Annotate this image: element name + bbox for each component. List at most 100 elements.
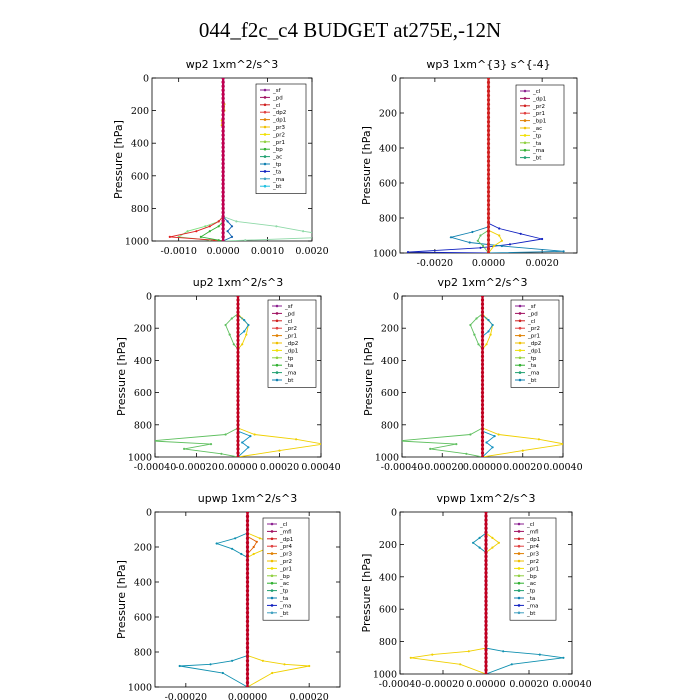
data-point	[486, 102, 491, 106]
y-tick-label: 800	[379, 637, 397, 648]
data-point	[209, 663, 212, 666]
legend-box	[509, 517, 557, 621]
data-point	[245, 641, 250, 645]
data-point	[482, 244, 485, 248]
data-point	[480, 326, 485, 330]
data-point	[236, 334, 240, 338]
data-point	[295, 438, 298, 441]
legend-marker	[523, 111, 527, 115]
legend-box	[262, 517, 310, 621]
data-point	[236, 374, 240, 379]
data-point	[486, 190, 491, 194]
data-point	[479, 234, 482, 237]
data-point	[478, 536, 481, 540]
data-point	[486, 137, 491, 141]
data-point	[476, 239, 479, 242]
data-point	[484, 635, 488, 640]
x-tick-label: 0.00000	[466, 679, 505, 690]
legend-label: _ma	[272, 177, 284, 183]
series-line-pr3	[247, 536, 258, 555]
data-point	[484, 611, 488, 615]
data-point	[236, 411, 240, 415]
data-point	[221, 227, 225, 231]
data-point	[208, 225, 211, 228]
data-point	[484, 526, 488, 530]
data-point	[480, 431, 485, 435]
legend-marker	[270, 530, 274, 533]
data-point	[245, 637, 250, 641]
data-point	[486, 172, 491, 176]
data-point	[480, 298, 485, 302]
data-point	[338, 236, 340, 238]
data-point	[236, 427, 240, 431]
x-tick-label: 0.00040	[543, 462, 582, 473]
data-point	[486, 207, 491, 211]
y-tick-label: 1000	[128, 453, 152, 464]
data-point	[480, 383, 485, 387]
y-tick-label: 400	[381, 356, 399, 367]
data-point	[477, 343, 480, 346]
legend-marker	[517, 596, 521, 600]
legend-box	[255, 83, 307, 194]
data-point	[247, 323, 250, 327]
data-point	[480, 443, 485, 447]
chart-panel-3: up2 1xm^2/s^3 Pressure [hPa] 0 200 400 600 800…	[115, 276, 341, 473]
data-point	[208, 230, 211, 233]
data-point	[486, 194, 491, 198]
data-point	[236, 358, 240, 362]
data-point	[236, 399, 240, 403]
data-point	[455, 443, 458, 446]
data-point	[484, 631, 488, 636]
legend-marker	[263, 110, 267, 114]
legend-label: _sf	[272, 88, 282, 94]
legend-label: _dp1	[526, 537, 540, 543]
panel-title: up2 1xm^2/s^3	[193, 276, 284, 289]
legend-marker	[270, 544, 274, 548]
data-point	[484, 644, 488, 648]
data-point	[406, 251, 410, 253]
series-line-pr2	[402, 313, 483, 457]
y-tick-label: 600	[131, 171, 149, 182]
y-tick-label: 800	[134, 648, 152, 659]
legend-label: _cl	[527, 319, 536, 325]
data-point	[209, 443, 213, 446]
data-point	[486, 128, 491, 133]
data-point	[236, 330, 240, 334]
data-point	[245, 602, 250, 606]
data-point	[245, 632, 250, 637]
x-tick-label: -0.0010	[160, 246, 196, 257]
chart-panel-1: wp2 1xm^2/s^3 Pressure [hPa] 0 200 400 600 800…	[112, 58, 340, 257]
legend-marker	[275, 319, 279, 323]
data-point	[217, 239, 220, 241]
legend-marker	[263, 170, 267, 173]
data-point	[459, 663, 462, 666]
data-point	[469, 433, 472, 436]
data-point	[221, 198, 225, 202]
data-point	[221, 157, 225, 162]
data-point	[510, 663, 513, 666]
legend-label: _ta	[279, 596, 288, 602]
data-point	[221, 153, 225, 157]
data-point	[245, 667, 250, 672]
data-point	[480, 415, 485, 419]
data-point	[491, 323, 494, 327]
data-point	[486, 220, 491, 224]
legend-marker	[517, 604, 521, 607]
data-point	[220, 452, 223, 455]
legend-marker	[270, 559, 274, 563]
chart-panel-4: vp2 1xm^2/s^3 Pressure [hPa] 0 200 400 600 800…	[362, 276, 583, 473]
series-line-pr1	[488, 229, 503, 253]
legend-label: _pr1	[532, 111, 545, 117]
data-point	[236, 322, 240, 326]
data-point	[486, 242, 491, 246]
data-point	[486, 133, 491, 137]
data-point	[486, 155, 491, 159]
y-tick-label: 1000	[375, 453, 399, 464]
legend: _sf_pd _cl_pr2 _pr1_dp2_dp1 _tp_ta _ma_bt	[267, 299, 317, 388]
legend-label: _bp	[272, 147, 283, 153]
data-point	[484, 599, 488, 603]
legend-marker	[275, 341, 279, 345]
legend-label: _ac	[272, 155, 282, 161]
x-tick-label: 0.0020	[295, 246, 328, 257]
y-tick-label: 400	[131, 139, 149, 150]
